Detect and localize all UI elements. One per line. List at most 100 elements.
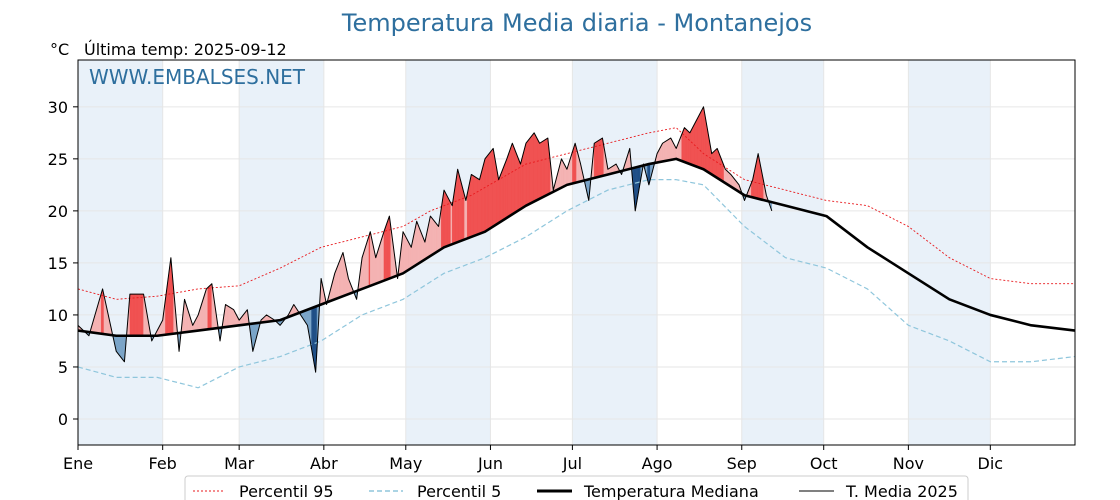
anomaly-fill — [337, 262, 340, 299]
anomaly-fill — [382, 231, 385, 282]
anomaly-fill — [207, 285, 210, 330]
anomaly-fill — [210, 283, 213, 330]
month-band — [572, 60, 658, 445]
anomaly-fill — [137, 293, 140, 336]
x-tick-label: Ago — [642, 454, 673, 473]
anomaly-fill — [121, 335, 124, 361]
anomaly-fill — [701, 106, 704, 170]
anomaly-fill — [482, 164, 484, 234]
anomaly-fill — [685, 128, 688, 164]
anomaly-fill — [430, 215, 432, 257]
y-tick-label: 10 — [48, 306, 68, 325]
anomaly-fill — [521, 153, 524, 209]
anomaly-fill — [135, 293, 137, 336]
anomaly-fill — [695, 119, 697, 167]
anomaly-fill — [117, 335, 120, 356]
anomaly-fill — [416, 221, 419, 266]
anomaly-fill — [378, 244, 381, 283]
x-tick-label: May — [389, 454, 422, 473]
anomaly-fill — [458, 174, 461, 242]
anomaly-fill — [505, 158, 508, 220]
watermark: WWW.EMBALSES.NET — [89, 65, 306, 89]
anomaly-fill — [502, 165, 505, 221]
x-tick-label: Jun — [477, 454, 503, 473]
anomaly-fill — [596, 140, 599, 178]
plot-frame — [77, 59, 1076, 446]
y-axis: 0 5 10 15 20 25 30 — [48, 98, 78, 429]
anomaly-fill — [225, 304, 228, 328]
anomaly-fill — [141, 293, 144, 336]
anomaly-fill — [572, 147, 574, 184]
anomaly-fill — [599, 138, 602, 177]
x-tick-label: Feb — [149, 454, 177, 473]
anomaly-fill — [203, 293, 206, 331]
anomaly-fill — [206, 287, 208, 330]
anomaly-fill — [432, 218, 435, 255]
anomaly-fill — [436, 224, 439, 252]
anomaly-fill — [699, 111, 701, 169]
anomaly-fill — [232, 308, 234, 327]
anomaly-fill — [715, 147, 718, 179]
anomaly-fill — [543, 139, 546, 197]
anomaly-fill — [686, 129, 689, 164]
anomaly-fill — [228, 305, 230, 327]
anomaly-fill — [688, 131, 691, 165]
anomaly-fill — [486, 154, 488, 232]
anomaly-fill — [341, 252, 344, 298]
anomaly-fill — [472, 174, 475, 237]
legend-label-median: Temperatura Mediana — [583, 482, 759, 500]
x-tick-label: Nov — [893, 454, 924, 473]
anomaly-fill — [662, 142, 665, 162]
anomaly-fill — [431, 217, 434, 256]
anomaly-fill — [520, 158, 523, 210]
x-tick-label: Oct — [810, 454, 838, 473]
anomaly-fill — [471, 174, 473, 238]
anomaly-fill — [712, 150, 715, 177]
anomaly-fill — [692, 124, 695, 166]
anomaly-fill — [120, 335, 122, 359]
x-tick-label: Sep — [727, 454, 757, 473]
anomaly-fill — [600, 137, 603, 177]
anomaly-fill — [523, 148, 525, 208]
anomaly-fill — [314, 306, 316, 373]
legend-label-p5: Percentil 5 — [417, 482, 501, 500]
chart-title: Temperatura Media diaria - Montanejos — [341, 9, 812, 37]
anomaly-fill — [475, 176, 477, 236]
anomaly-fill — [99, 293, 102, 334]
anomaly-fill — [443, 189, 446, 248]
anomaly-fill — [379, 240, 382, 283]
anomaly-fill — [129, 293, 132, 336]
y-tick-label: 0 — [58, 410, 68, 429]
anomaly-fill — [446, 195, 449, 247]
anomaly-fill — [468, 180, 471, 239]
anomaly-fill — [487, 153, 490, 231]
anomaly-fill — [462, 190, 465, 241]
anomaly-fill — [479, 174, 482, 235]
anomaly-fill — [434, 220, 437, 254]
anomaly-fill — [473, 175, 476, 237]
anomaly-fill — [665, 140, 667, 162]
anomaly-fill — [461, 184, 464, 241]
anomaly-fill — [684, 127, 686, 163]
y-tick-label: 20 — [48, 202, 68, 221]
anomaly-fill — [476, 177, 479, 236]
anomaly-fill — [525, 140, 528, 207]
anomaly-fill — [457, 169, 460, 243]
anomaly-fill — [594, 142, 596, 179]
anomaly-fill — [561, 158, 564, 188]
anomaly-fill — [697, 114, 700, 168]
anomaly-fill — [387, 216, 390, 280]
anomaly-fill — [538, 140, 540, 200]
anomaly-fill — [689, 130, 692, 165]
anomaly-fill — [365, 240, 368, 288]
anomaly-fill — [335, 266, 338, 300]
anomaly-fill — [564, 163, 566, 187]
anomaly-fill — [140, 293, 143, 336]
month-band — [741, 60, 824, 445]
anomaly-fill — [370, 231, 372, 287]
month-band — [239, 60, 324, 445]
anomaly-fill — [595, 141, 598, 178]
anomaly-fill — [527, 139, 529, 206]
series-line-p5 — [77, 179, 1076, 389]
anomaly-fill — [122, 335, 125, 363]
